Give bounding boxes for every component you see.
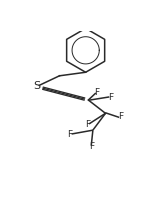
Text: S: S [33, 81, 40, 91]
Text: F: F [85, 120, 90, 129]
Text: F: F [67, 130, 73, 139]
Text: F: F [94, 88, 100, 97]
Text: F: F [119, 112, 124, 121]
Text: F: F [109, 93, 114, 102]
Text: F: F [89, 142, 94, 151]
